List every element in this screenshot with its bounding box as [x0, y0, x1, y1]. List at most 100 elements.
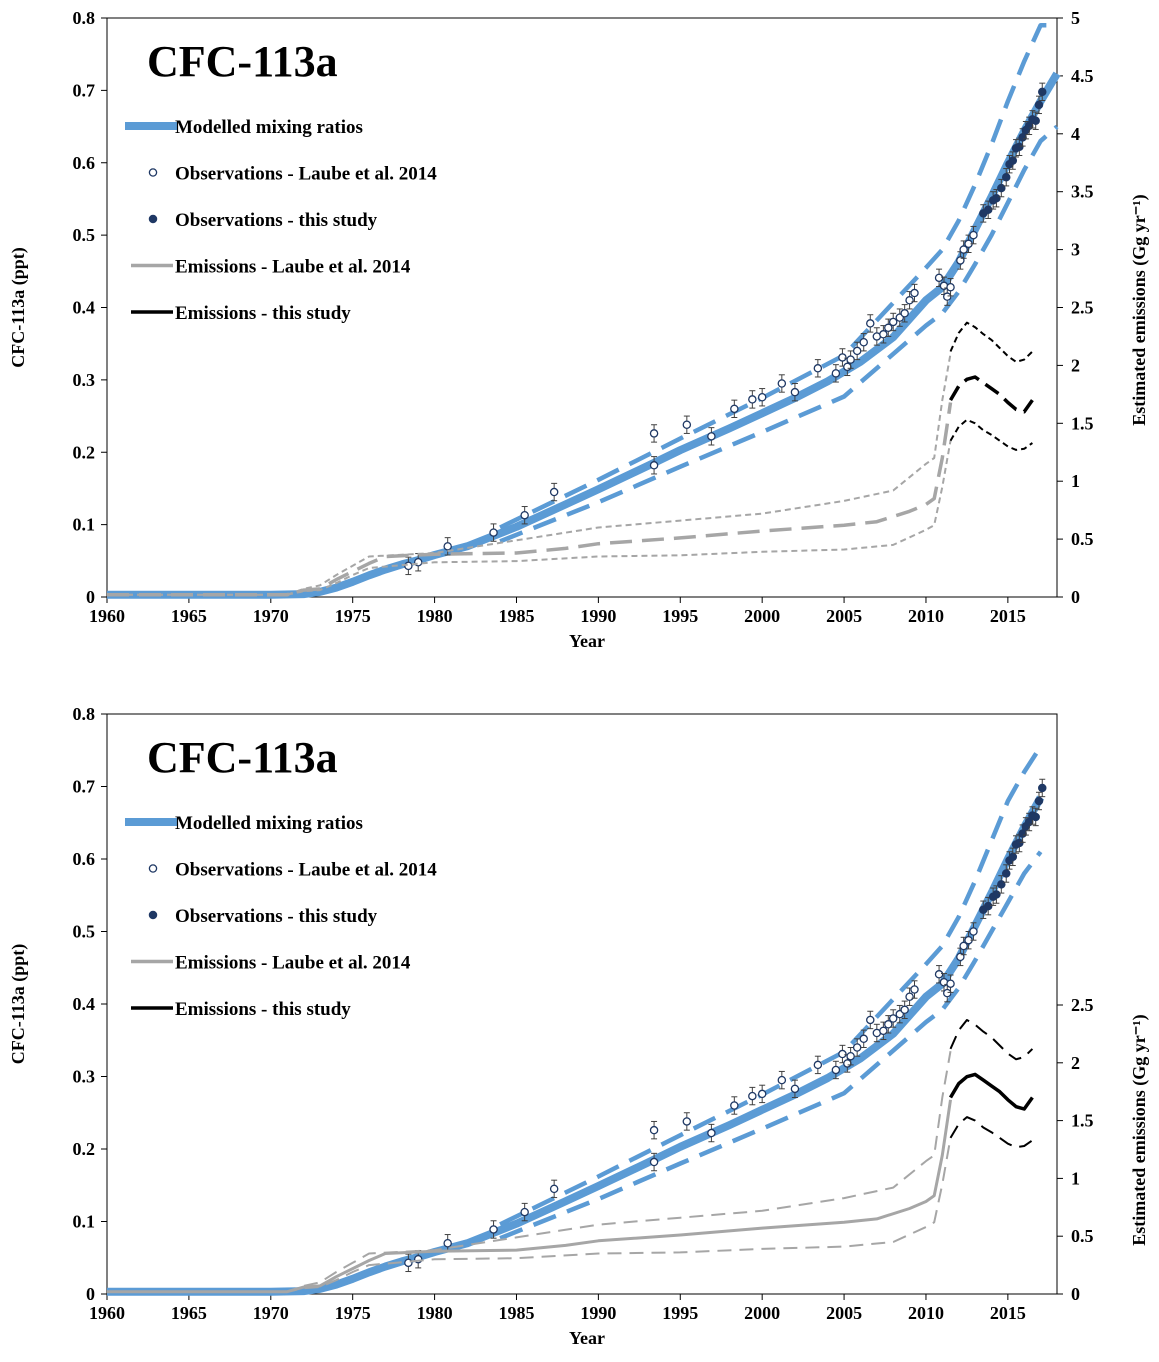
series-line-emissions-laube-et-al-2014	[107, 402, 953, 597]
observation-point-this-study	[997, 880, 1006, 889]
observation-point-laube	[520, 510, 529, 520]
observation-point-this-study	[1008, 156, 1018, 165]
observation-point-laube	[813, 364, 823, 373]
y2-tick-label: 0	[1071, 587, 1080, 607]
observation-point-laube	[900, 309, 909, 318]
legend-swatch	[148, 864, 158, 873]
legend-label: Modelled mixing ratios	[175, 813, 363, 834]
observation-point-laube	[943, 292, 952, 301]
legend-item: Emissions - Laube et al. 2014	[131, 953, 411, 974]
observation-point-this-study	[1001, 869, 1011, 878]
y-tick-label: 0	[86, 587, 95, 607]
x-tick-label: 2005	[826, 606, 862, 626]
observation-point-laube	[649, 429, 659, 438]
y2-tick-label: 1.5	[1071, 413, 1094, 433]
y-axis-title: CFC-113a (ppt)	[8, 944, 29, 1065]
observation-point-laube	[900, 1005, 909, 1015]
x-tick-label: 1980	[417, 606, 453, 626]
observation-point-laube	[866, 1015, 875, 1025]
series-line-emissions-this-study-lower	[949, 418, 1033, 451]
observation-point-laube	[969, 927, 978, 936]
legend-item: Observations - this study	[148, 906, 378, 927]
observation-point-this-study	[1038, 87, 1047, 97]
observation-point-this-study	[1018, 133, 1027, 142]
y2-tick-label: 4.5	[1071, 66, 1094, 86]
observation-point-laube	[946, 979, 955, 988]
y-tick-label: 0.8	[73, 704, 96, 724]
observation-point-laube	[910, 288, 919, 298]
observation-point-laube	[549, 487, 559, 497]
observation-point-laube	[946, 282, 955, 292]
y2-tick-label: 0.5	[1071, 529, 1094, 549]
observation-point-laube	[748, 395, 757, 404]
y2-tick-label: 2	[1071, 1053, 1080, 1073]
y2-tick-label: 2.5	[1071, 298, 1094, 318]
series-line-emissions-this-study-lower	[949, 1116, 1033, 1149]
y2-tick-label: 4	[1071, 124, 1080, 144]
series-line-modelled-mixing-ratios	[107, 71, 1061, 599]
series-line-modelled-mixing-ratios-upper	[499, 745, 1043, 1227]
y-tick-label: 0.7	[73, 777, 96, 797]
x-tick-label: 1970	[253, 606, 289, 626]
observation-point-laube	[905, 296, 914, 305]
observation-point-laube	[404, 561, 413, 571]
y-tick-label: 0.7	[73, 80, 96, 100]
chart-title: CFC-113a	[147, 37, 338, 86]
observation-point-laube	[888, 1014, 898, 1023]
y-tick-label: 0	[86, 1284, 95, 1304]
observation-point-laube	[404, 1258, 413, 1268]
x-tick-label: 1975	[335, 1303, 371, 1323]
observation-point-laube	[843, 362, 852, 372]
x-tick-label: 1995	[662, 1303, 698, 1323]
x-tick-label: 2015	[990, 1303, 1026, 1323]
observation-point-laube	[859, 1034, 868, 1044]
observation-point-laube	[831, 1065, 841, 1075]
series-line-emissions-this-study	[948, 375, 1034, 414]
x-tick-label: 1975	[335, 606, 371, 626]
y-tick-label: 0.1	[73, 515, 96, 535]
observation-point-this-study	[1015, 838, 1024, 848]
observation-point-this-study	[997, 183, 1006, 193]
legend-label: Observations - this study	[175, 906, 378, 927]
observation-point-laube	[838, 1049, 847, 1059]
observation-point-this-study	[983, 205, 993, 215]
y2-tick-label: 0	[1071, 1284, 1080, 1304]
observation-point-this-study	[1008, 852, 1018, 862]
legend-swatch	[148, 214, 158, 224]
series-line-emissions-this-study-upper	[949, 1019, 1034, 1061]
y2-tick-label: 3.5	[1071, 182, 1094, 202]
observation-point-laube	[649, 1125, 659, 1135]
x-tick-label: 2000	[744, 1303, 780, 1323]
y-tick-label: 0.1	[73, 1212, 96, 1232]
observation-point-laube	[549, 1184, 559, 1194]
y-tick-label: 0.4	[73, 298, 96, 318]
x-axis-title: Year	[569, 1328, 605, 1348]
y2-tick-label: 1.5	[1071, 1111, 1094, 1131]
y2-tick-label: 2.5	[1071, 995, 1094, 1015]
x-tick-label: 1990	[580, 606, 616, 626]
observation-point-laube	[757, 1089, 767, 1099]
series-line-emissions-laube-et-al-2014-lower	[107, 1137, 952, 1293]
series-line-modelled-mixing-ratios-lower	[499, 124, 1059, 544]
observation-point-laube	[489, 1225, 498, 1234]
legend-label: Observations - Laube et al. 2014	[175, 164, 437, 185]
x-tick-label: 1980	[417, 1303, 453, 1323]
y2-tick-label: 0.5	[1071, 1226, 1094, 1246]
series-line-emissions-laube-et-al-2014-lower	[107, 440, 952, 596]
chart-panel-1: 0 0.1 0.2 0.3 0.4 0.5 0.6 0.7 0.8 0 0.5 1 1.5 2 2.5 3 3.…	[8, 8, 1150, 651]
y-tick-label: 0.6	[73, 153, 96, 173]
legend-item: Emissions - this study	[131, 303, 351, 324]
y2-tick-label: 5	[1071, 8, 1080, 28]
observation-point-laube	[813, 1060, 823, 1070]
y2-tick-label: 1	[1071, 471, 1080, 491]
y-tick-label: 0.2	[73, 442, 96, 462]
y-tick-label: 0.4	[73, 994, 96, 1014]
observation-point-this-study	[1034, 100, 1044, 110]
x-tick-label: 2015	[990, 606, 1026, 626]
chart-panel-2: 0 0.1 0.2 0.3 0.4 0.5 0.6 0.7 0.8 0 0.5 1 1.5 2 2.5 196…	[8, 704, 1150, 1348]
legend-label: Emissions - this study	[175, 999, 351, 1020]
observation-point-laube	[757, 392, 767, 402]
observation-point-laube	[884, 323, 893, 333]
observation-point-laube	[831, 369, 841, 378]
